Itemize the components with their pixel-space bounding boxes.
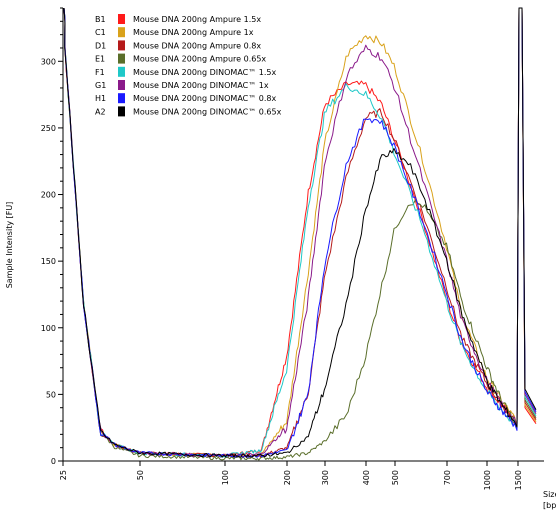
plot-lines xyxy=(63,7,537,461)
legend-series-name: Mouse DNA 200ng DINOMAC™ 0.8x xyxy=(133,94,277,103)
legend-well-label: B1 xyxy=(95,15,106,24)
legend-series-name: Mouse DNA 200ng Ampure 0.8x xyxy=(133,41,261,50)
legend-series-name: Mouse DNA 200ng Ampure 1x xyxy=(133,28,254,37)
x-tick-label: 50 xyxy=(136,470,145,480)
x-tick-label: 700 xyxy=(443,470,452,485)
legend-swatch xyxy=(118,93,125,104)
legend-well-label: E1 xyxy=(95,55,105,64)
x-tick-label: 300 xyxy=(321,470,330,485)
x-tick-label: 100 xyxy=(221,470,230,485)
legend: B1 Mouse DNA 200ng Ampure 1.5x C1 Mouse DNA… xyxy=(95,14,282,117)
legend-well-label: G1 xyxy=(95,81,106,90)
y-tick-label: 250 xyxy=(41,124,56,133)
legend-well-label: A2 xyxy=(95,107,106,116)
legend-series-name: Mouse DNA 200ng DINOMAC™ 1.5x xyxy=(133,68,277,77)
legend-series-name: Mouse DNA 200ng Ampure 0.65x xyxy=(133,55,266,64)
x-axis-label-line2: [bp] xyxy=(543,501,556,510)
legend-series-name: Mouse DNA 200ng Ampure 1.5x xyxy=(133,15,261,24)
legend-swatch xyxy=(118,27,125,38)
series-line-e1 xyxy=(63,7,537,461)
legend-well-label: H1 xyxy=(95,94,106,103)
legend-swatch xyxy=(118,66,125,77)
y-tick-label: 150 xyxy=(41,257,56,266)
series-line-h1 xyxy=(63,7,537,458)
x-axis: 25 50 100 200 300 400 500 700 1000 1500 xyxy=(59,460,544,490)
y-tick-label: 50 xyxy=(46,390,56,399)
x-tick-label: 1500 xyxy=(514,470,523,490)
x-axis-label-line1: Size xyxy=(543,490,556,499)
x-tick-label: 25 xyxy=(59,470,68,480)
legend-swatch xyxy=(118,106,125,117)
series-line-a2 xyxy=(63,7,537,458)
y-tick-label: 0 xyxy=(51,457,56,466)
y-tick-label: 300 xyxy=(41,57,56,66)
y-tick-label: 200 xyxy=(41,191,56,200)
y-axis-label: Sample Intensity [FU] xyxy=(5,202,14,289)
y-axis: 0 50 100 150 200 250 300 xyxy=(41,7,64,466)
legend-well-label: D1 xyxy=(95,41,106,50)
x-tick-label: 500 xyxy=(391,470,400,485)
legend-swatch xyxy=(118,40,125,51)
legend-well-label: F1 xyxy=(95,68,105,77)
x-tick-label: 200 xyxy=(283,470,292,485)
x-tick-label: 1000 xyxy=(483,470,492,490)
legend-swatch xyxy=(118,80,125,90)
x-tick-label: 400 xyxy=(362,470,371,485)
legend-swatch xyxy=(118,14,125,24)
legend-series-name: Mouse DNA 200ng DINOMAC™ 0.65x xyxy=(133,107,282,116)
legend-swatch xyxy=(118,53,125,64)
y-tick-label: 100 xyxy=(41,324,56,333)
legend-series-name: Mouse DNA 200ng DINOMAC™ 1x xyxy=(133,81,269,90)
legend-well-label: C1 xyxy=(95,28,106,37)
